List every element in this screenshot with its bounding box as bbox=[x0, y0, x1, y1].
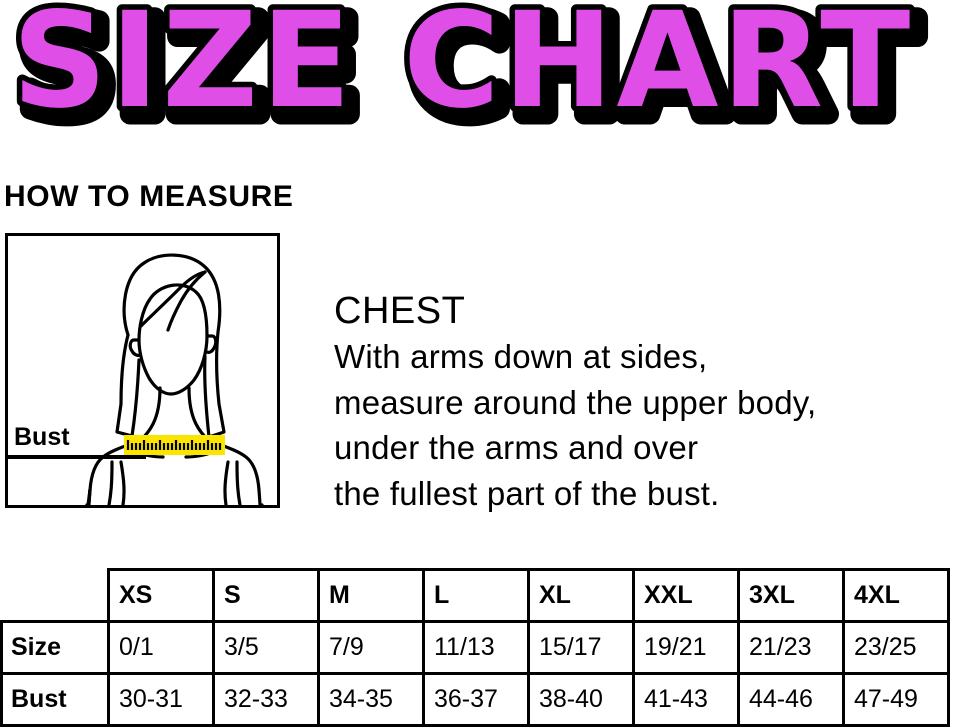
chest-heading: CHEST bbox=[334, 290, 466, 332]
row-label-bust: Bust bbox=[0, 672, 110, 727]
row-label-size: Size bbox=[0, 620, 110, 675]
cell-bust-xs: 30-31 bbox=[107, 672, 215, 727]
table-header-l: L bbox=[422, 568, 530, 623]
table-header-3xl: 3XL bbox=[737, 568, 845, 623]
chest-line-3: under the arms and over bbox=[334, 429, 699, 466]
cell-size-4xl: 23/25 bbox=[842, 620, 950, 675]
chest-line-2: measure around the upper body, bbox=[334, 383, 817, 421]
table-header-row: XS S M L XL XXL 3XL 4XL bbox=[1, 568, 950, 623]
title-shadow: SIZE CHART bbox=[20, 0, 921, 144]
cell-bust-l: 36-37 bbox=[422, 672, 530, 727]
how-to-measure-heading: HOW TO MEASURE bbox=[4, 180, 294, 213]
table-header-s: S bbox=[212, 568, 320, 623]
table-header-xs: XS bbox=[107, 568, 215, 623]
chest-line-4: the fullest part of the bust. bbox=[334, 474, 720, 512]
cell-size-xs: 0/1 bbox=[107, 620, 215, 675]
page-title: .ttl-shadow { font-family: "DejaVu Sans"… bbox=[0, 0, 953, 144]
cell-bust-4xl: 47-49 bbox=[842, 672, 950, 727]
cell-bust-xl: 38-40 bbox=[527, 672, 635, 727]
table-header-xxl: XXL bbox=[632, 568, 740, 623]
size-table: XS S M L XL XXL 3XL 4XL Size 0/1 3/5 7/9… bbox=[0, 568, 950, 727]
cell-size-m: 7/9 bbox=[317, 620, 425, 675]
tape-measure bbox=[124, 435, 225, 455]
table-row-bust: Bust 30-31 32-33 34-35 36-37 38-40 41-43… bbox=[0, 672, 950, 727]
cell-bust-xxl: 41-43 bbox=[632, 672, 740, 727]
table-corner-cell bbox=[1, 569, 109, 622]
size-chart-title-art: .ttl-shadow { font-family: "DejaVu Sans"… bbox=[7, 0, 929, 144]
chest-description-block: CHEST With arms down at sides, measure a… bbox=[334, 288, 934, 516]
table-header-4xl: 4XL bbox=[842, 568, 950, 623]
bust-leader-line bbox=[8, 455, 146, 459]
cell-size-3xl: 21/23 bbox=[737, 620, 845, 675]
title-text: SIZE CHART bbox=[12, 0, 913, 138]
cell-size-xxl: 19/21 bbox=[632, 620, 740, 675]
bust-callout-label: Bust bbox=[14, 423, 70, 451]
table-header-xl: XL bbox=[527, 568, 635, 623]
bust-callout: Bust bbox=[8, 424, 158, 464]
table-row-size: Size 0/1 3/5 7/9 11/13 15/17 19/21 21/23… bbox=[0, 620, 950, 675]
table-header-m: M bbox=[317, 568, 425, 623]
cell-size-xl: 15/17 bbox=[527, 620, 635, 675]
cell-size-s: 3/5 bbox=[212, 620, 320, 675]
measurement-illustration-box bbox=[5, 233, 280, 508]
chest-line-1: With arms down at sides, bbox=[334, 338, 708, 375]
cell-bust-m: 34-35 bbox=[317, 672, 425, 727]
cell-bust-s: 32-33 bbox=[212, 672, 320, 727]
cell-size-l: 11/13 bbox=[422, 620, 530, 675]
female-figure-illustration bbox=[85, 253, 264, 505]
cell-bust-3xl: 44-46 bbox=[737, 672, 845, 727]
size-table-wrapper: XS S M L XL XXL 3XL 4XL Size 0/1 3/5 7/9… bbox=[0, 568, 953, 727]
